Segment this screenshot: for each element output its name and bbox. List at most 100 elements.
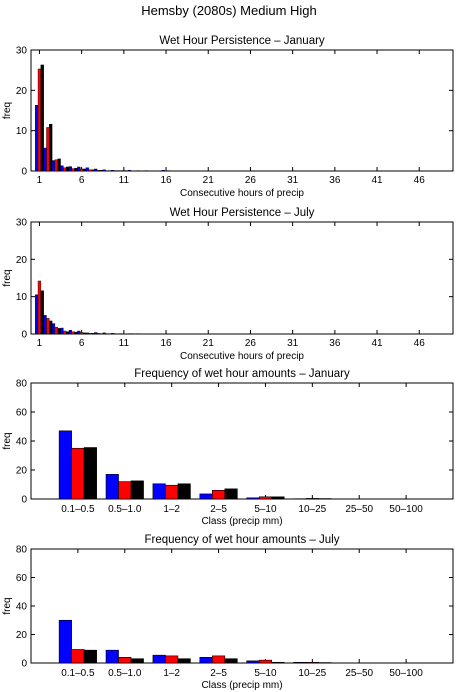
chart1-bar-black [91,169,95,172]
chart2-ylabel: freq [2,269,13,286]
chart1-bar-black [82,168,87,172]
chart2-xtick-label: 36 [329,338,341,349]
chart3-category-label: 2–5 [210,504,227,515]
chart1-ytick-label: 10 [16,126,28,137]
chart4-bar-blue [246,660,260,664]
chart1-bar-blue [94,168,98,172]
chart1-xtick-label: 26 [245,175,257,186]
chart1-ytick-label: 20 [16,86,28,97]
chart1-bar-red [63,167,67,172]
chart2-bar-red [54,327,58,335]
chart4-category-label: 2–5 [210,668,227,679]
chart3-bar-blue [58,430,72,500]
chart3-title: Frequency of wet hour amounts – January [134,368,350,380]
chart1-ylabel: freq [2,102,13,119]
chart3-bar-red [71,447,85,500]
chart3-category-label: 50–100 [389,504,423,515]
chart2-bar-blue [85,332,89,335]
chart3-ytick-label: 40 [16,437,28,448]
chart4-category-label: 1–2 [163,668,180,679]
chart3-category-label: 1–2 [163,504,180,515]
chart2-bar-blue [51,323,56,335]
chart1-bar-blue [51,160,56,172]
chart4-ytick-label: 60 [16,573,28,584]
chart1-bar-black [40,64,44,172]
chart2-bar-blue [110,333,115,335]
chart1-xtick-label: 46 [414,175,426,186]
chart4-bar-blue [152,654,166,664]
chart1-xtick-label: 41 [371,175,383,186]
chart3-ytick-label: 20 [16,466,28,477]
chart2-bar-red [46,318,50,335]
chart4-ytick-label: 20 [16,630,28,641]
chart4-category-label: 10–25 [298,668,326,679]
chart2-ytick-label: 30 [16,218,28,229]
chart1-bar-red [37,68,42,172]
chart4-axes-box [30,548,454,664]
chart2-bar-black [91,333,95,335]
chart1-xlabel: Consecutive hours of precip [180,188,304,199]
chart2-ytick-label: 10 [16,292,28,303]
chart4-bar-red [305,661,319,664]
chart3-bar-black [177,483,191,500]
chart1-bar-red [71,168,75,172]
chart3-bar-black [83,447,97,500]
chart1-bar-black [99,169,103,172]
chart3-bar-blue [199,493,213,500]
chart2-xtick-label: 46 [414,338,426,349]
chart2-bar-black [57,328,61,335]
chart2-bar-red [63,330,67,335]
chart1-bar-blue [102,169,106,172]
chart4-bar-black [83,649,97,664]
chart2-xtick-label: 1 [37,338,43,349]
chart1-bar-blue [85,167,89,172]
chart4-category-label: 25–50 [345,668,373,679]
chart1-bar-blue [60,165,64,172]
chart3-bar-red [258,496,272,500]
chart1-xtick-label: 31 [287,175,299,186]
chart4-bar-black [130,658,144,664]
chart3-ytick-label: 80 [16,379,28,390]
chart1-xtick-label: 11 [119,175,130,186]
chart1-bar-red [46,127,50,172]
chart4-category-label: 0.5–1.0 [108,668,142,679]
chart1-bar-red [80,168,84,172]
chart2-bar-blue [102,332,106,335]
chart2-bar-black [49,320,53,335]
chart1-bar-blue [35,105,39,172]
chart4-category-label: 5–10 [254,668,277,679]
chart1-xtick-label: 36 [329,175,341,186]
chart2-bar-red [88,333,92,335]
chart1-bar-black [65,166,70,172]
chart2-ytick-label: 0 [21,330,27,341]
chart2-bar-red [80,332,84,335]
chart4-bar-red [165,655,179,664]
chart2-xlabel: Consecutive hours of precip [180,351,304,362]
chart2-xtick-label: 21 [203,338,215,349]
chart3-ylabel: freq [2,432,13,449]
chart4-bar-black [224,658,238,664]
chart1-bar-black [57,158,61,172]
chart2-bar-black [82,332,87,335]
chart1-xtick-label: 1 [37,175,43,186]
chart2-xtick-label: 41 [371,338,383,349]
chart2-ytick-label: 20 [16,255,28,266]
chart1-bar-blue [68,166,72,172]
chart2-xtick-label: 11 [119,338,130,349]
chart2-bar-black [74,331,78,335]
chart4-bar-red [258,659,272,664]
chart2-title: Wet Hour Persistence – July [170,207,315,219]
chart3-category-label: 0.1–0.5 [61,504,95,515]
chart1-bar-blue [77,166,81,172]
chart2-bar-blue [94,332,98,335]
chart3-bar-blue [152,483,166,500]
chart2-xtick-label: 31 [287,338,299,349]
chart4-bar-blue [105,649,119,664]
chart3-bar-black [130,480,144,500]
chart1-bar-red [88,169,92,172]
chart4-bar-red [212,655,226,664]
chart2-bar-blue [77,330,81,335]
chart2-bar-black [65,331,70,335]
